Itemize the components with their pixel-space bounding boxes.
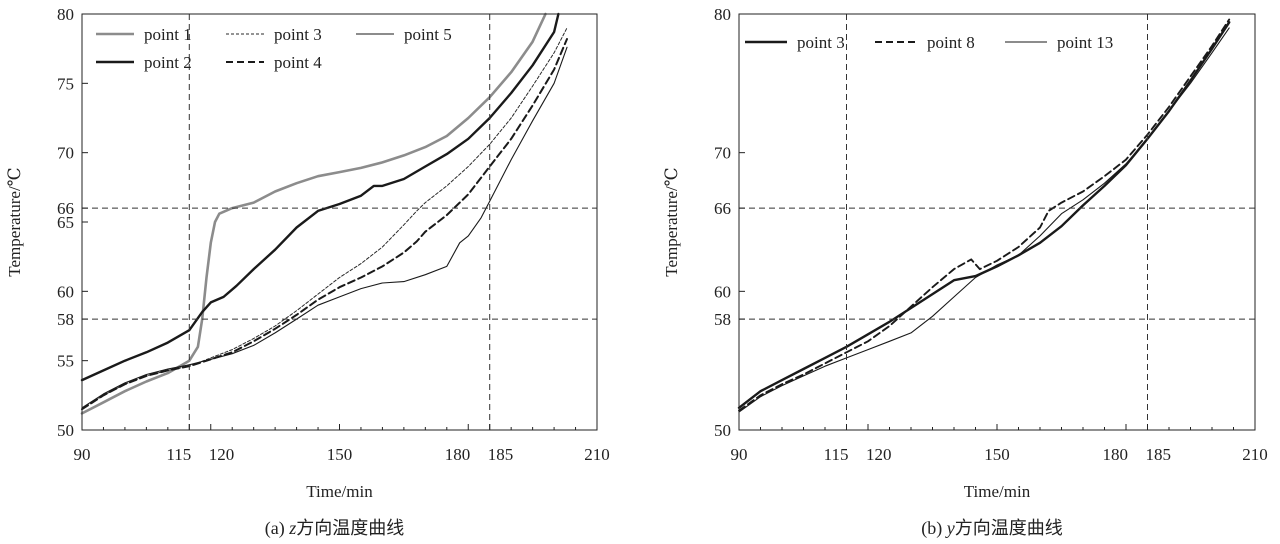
reference-lines-b: [739, 14, 1255, 430]
x-tick-label: 115: [824, 445, 849, 464]
legend-label-point-4: point 4: [274, 53, 322, 72]
series-line-point-8: [738, 18, 1231, 412]
x-tick-label: 180: [1103, 445, 1129, 464]
x-tick-label: 90: [731, 445, 748, 464]
legend-label-point-3: point 3: [274, 25, 322, 44]
x-tick-label: 210: [584, 445, 610, 464]
y-tick-label: 50: [714, 421, 731, 440]
series-line-point-2: [80, 12, 560, 382]
legend-label-point-1: point 1: [144, 25, 192, 44]
x-tick-label: 120: [866, 445, 892, 464]
y-tick-label: 55: [57, 352, 74, 371]
reference-lines-a: [82, 14, 597, 430]
y-tick-label: 58: [57, 310, 74, 329]
legend-label-point-5: point 5: [404, 25, 452, 44]
y-tick-label: 75: [57, 74, 74, 93]
x-tick-label: 150: [327, 445, 353, 464]
y-tick-label: 50: [57, 421, 74, 440]
caption-b-prefix: (b): [921, 518, 947, 539]
legend-b: point 3 point 8 point 13: [745, 33, 1113, 52]
y-axis-title-a: Temperature/℃: [5, 167, 24, 276]
caption-b-text: 方向温度曲线: [955, 518, 1063, 538]
series-line-point-5: [81, 46, 568, 409]
y-tick-label: 70: [714, 144, 731, 163]
x-tick-label: 120: [209, 445, 235, 464]
y-tick-label: 66: [714, 199, 731, 218]
x-tick-label: 185: [1146, 445, 1172, 464]
legend-label-point-3: point 3: [797, 33, 845, 52]
series-line-point-3: [737, 21, 1231, 409]
caption-a-text: 方向温度曲线: [296, 518, 404, 538]
series-layer-b: [737, 18, 1231, 413]
caption-a: (a) z方向温度曲线: [265, 518, 405, 539]
x-tick-label: 180: [445, 445, 471, 464]
y-tick-label: 66: [57, 199, 74, 218]
x-axis-title-a: Time/min: [306, 482, 373, 501]
y-tick-label: 58: [714, 310, 731, 329]
caption-b-variable: y: [945, 518, 955, 538]
caption-a-prefix: (a): [265, 518, 289, 539]
y-tick-label: 60: [57, 282, 74, 301]
plot-frame-a: [81, 13, 598, 431]
x-tick-label: 90: [74, 445, 91, 464]
x-tick-label: 115: [166, 445, 191, 464]
y-tick-label: 80: [714, 5, 731, 24]
tick-layer-b: 90 115 120 150 180 185 210 50 58 60 66 70 80: [714, 5, 1268, 464]
legend-label-point-2: point 2: [144, 53, 192, 72]
x-tick-label: 150: [984, 445, 1010, 464]
y-tick-label: 80: [57, 5, 74, 24]
x-tick-label: 185: [488, 445, 514, 464]
x-tick-label: 210: [1242, 445, 1268, 464]
y-axis-title-b: Temperature/℃: [662, 167, 681, 276]
legend-a: point 1 point 2 point 3 point 4 point 5: [96, 25, 452, 72]
series-line-point-3: [81, 27, 568, 410]
series-line-point-13: [738, 27, 1230, 413]
chart-panel-b: 90 115 120 150 180 185 210 50 58 60 66 70 80 point 3…: [662, 5, 1268, 539]
series-layer-a: [80, 12, 568, 415]
y-tick-label: 60: [714, 282, 731, 301]
y-tick-label: 70: [57, 144, 74, 163]
series-line-point-4: [81, 38, 568, 411]
x-axis-title-b: Time/min: [964, 482, 1031, 501]
legend-label-point-8: point 8: [927, 33, 975, 52]
legend-label-point-13: point 13: [1057, 33, 1113, 52]
y-tick-label: 65: [57, 213, 74, 232]
caption-b: (b) y方向温度曲线: [921, 518, 1063, 539]
caption-a-variable: z: [288, 518, 296, 538]
